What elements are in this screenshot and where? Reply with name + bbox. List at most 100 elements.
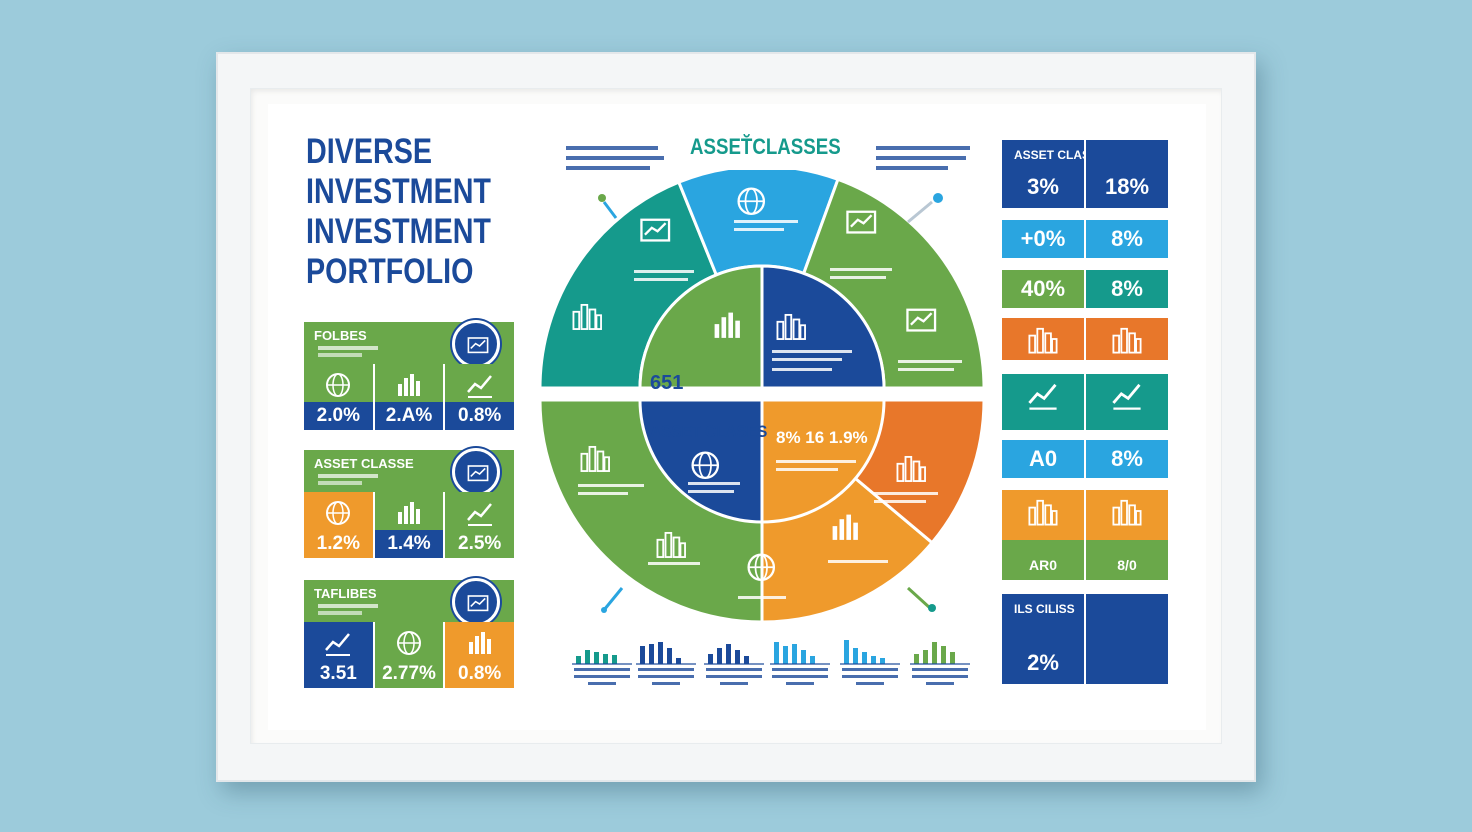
pie-icon-wrap [832,514,858,540]
pie-icon-wrap [747,553,776,582]
text-line [912,675,968,678]
stat-box-right [1086,594,1168,684]
bar-icon [714,312,740,338]
mini-bar [640,646,645,664]
cell-icon-wrap [465,370,495,405]
mini-bar [792,644,797,664]
text-line [842,668,898,671]
mini-bar [717,648,722,664]
stat-cell: 2.A% [374,364,446,430]
left-card-2: ASSET CLASSE 1.2% 1.4% 2.5% [304,448,515,558]
cell-icon-wrap [394,498,424,533]
stat-cell: 0.8% [445,622,515,688]
mini-bar [594,652,599,664]
mini-bar [941,646,946,664]
stat-value: 2.0% [304,402,373,430]
stat-value: 2.5% [445,530,515,558]
stat-box: +0% 8% [1002,220,1168,258]
text-line [578,492,628,495]
stat-cell: 2.5% [445,492,515,558]
globe-icon [397,631,421,655]
stat-box: A0 8% [1002,440,1168,478]
text-line [648,562,700,565]
text-line [830,276,886,279]
mini-bar [862,652,867,664]
text-line [786,682,814,685]
mini-bar [783,646,788,664]
text-line [772,358,842,361]
stat-box-value: +0% [1020,226,1066,251]
pin-icon [601,587,624,613]
mini-bar [950,652,955,664]
bar-baseline [840,663,900,665]
mini-bar-chart [702,632,766,690]
trend-icon [466,503,492,526]
asset-classes-heading: ASSET̆CLASSES [690,134,841,159]
text-line [706,675,762,678]
stat-box-value: 8% [1111,276,1143,301]
mini-bar [853,648,858,664]
title-line-4: PORTFOLIO [306,252,474,291]
pie-icon-wrap [691,451,720,480]
pie-icon-wrap [656,531,686,558]
cell-icon-wrap [323,498,353,533]
pie-icon-wrap [714,312,740,338]
lower-right-title: 8% 16 1.9% [776,428,868,447]
stat-box: AR0 8/0 [1002,490,1168,580]
text-line [318,346,378,350]
bar-icon [398,374,420,396]
stat-box-value: 8% [1111,226,1143,251]
globe-icon [747,553,776,582]
skyline-icon [1112,327,1142,354]
trend-icon [1112,383,1141,410]
bar-baseline [910,663,970,665]
pie-icon-wrap [580,445,610,472]
stat-box: ASSET CLASSS 3% 18% [1002,140,1168,208]
stat-box-right [1086,318,1168,360]
skyline-icon [1028,327,1058,354]
chart-board-icon [846,210,877,234]
pie-icon-wrap [846,210,877,234]
stat-box: ILS CILISS 2% [1002,594,1168,684]
text-line [566,156,664,160]
stat-box-left: AR0 [1002,490,1086,580]
stat-box-right: 8% [1086,220,1168,258]
stat-box-left: +0% [1002,220,1086,258]
chart-board-icon [906,308,937,332]
chart-board-icon [467,465,489,482]
mini-bar [603,654,608,664]
card-badge [452,448,500,496]
skyline-icon [580,445,610,472]
stat-box-label: ASSET CLASSS [1014,148,1107,162]
text-line [720,682,748,685]
stat-value: 1.2% [304,530,373,558]
cell-icon-wrap [465,628,495,663]
stat-box-value: 2% [1027,650,1059,675]
mini-bar [726,644,731,664]
card-header: FOLBES [304,320,514,368]
globe-icon [691,451,720,480]
stat-cell: 3.51 [304,622,375,688]
text-line [772,675,828,678]
stat-box-right: 8% [1086,270,1168,308]
text-line [566,166,650,170]
card-label: ASSET CLASSE [314,456,414,471]
stat-box-left: 40% [1002,270,1086,308]
mini-bar [744,656,749,664]
text-line [776,460,856,463]
mini-bar [735,650,740,664]
pie-svg [538,164,986,624]
pie-icon-wrap [776,313,806,340]
pie-icon-wrap [572,303,602,330]
title-line-2: INVESTMENT [306,172,491,211]
stat-value: 3.51 [304,660,373,688]
mini-bar [932,642,937,664]
mini-bar-chart [838,632,902,690]
stat-box-value: 3% [1027,174,1059,199]
trend-icon [325,633,351,656]
stat-box-value: 18% [1104,174,1150,199]
skyline-icon [1028,499,1058,526]
stat-box [1002,374,1168,430]
text-line [688,490,734,493]
mini-bar-chart [634,632,698,690]
